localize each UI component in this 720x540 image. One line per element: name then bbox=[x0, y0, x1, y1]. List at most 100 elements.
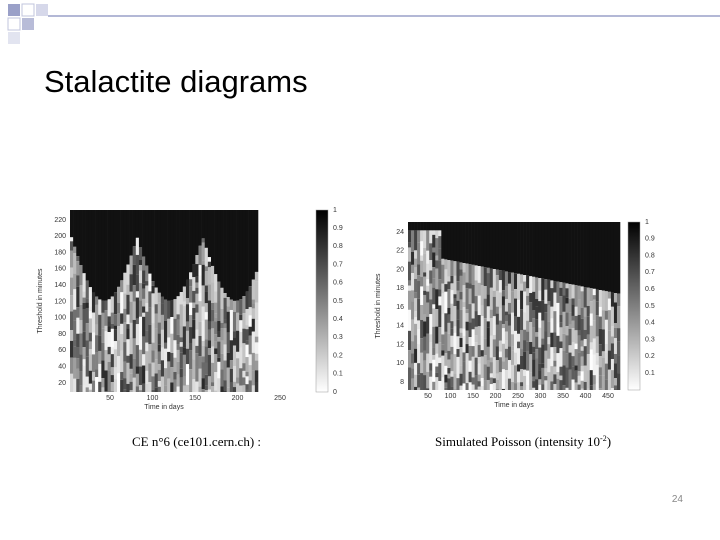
heatmap-cell bbox=[236, 377, 240, 384]
heatmap-cell bbox=[465, 263, 469, 283]
heatmap-cell bbox=[477, 295, 481, 316]
heatmap-cell bbox=[583, 307, 587, 317]
heatmap-cell bbox=[568, 324, 572, 329]
heatmap-cell bbox=[595, 301, 600, 316]
heatmap-cell bbox=[610, 326, 615, 337]
heatmap-cell bbox=[185, 384, 190, 392]
heatmap-cell bbox=[170, 317, 174, 334]
heatmap-cell bbox=[565, 353, 569, 368]
heatmap-cell bbox=[411, 273, 415, 291]
heatmap-cell bbox=[414, 386, 418, 390]
heatmap-cell bbox=[185, 210, 190, 280]
heatmap-cell bbox=[580, 356, 584, 366]
heatmap-cell bbox=[541, 384, 545, 390]
heatmap-cell bbox=[408, 290, 412, 310]
y-tick-label: 80 bbox=[58, 331, 66, 338]
heatmap-cell bbox=[429, 243, 433, 261]
heatmap-cell bbox=[223, 319, 227, 324]
heatmap-cell bbox=[526, 385, 530, 390]
heatmap-cell bbox=[538, 301, 542, 313]
heatmap-cell bbox=[160, 360, 165, 377]
heatmap-cell bbox=[245, 376, 249, 385]
heatmap-cell bbox=[474, 280, 478, 297]
heatmap-cell bbox=[73, 320, 77, 340]
heatmap-cell bbox=[598, 375, 603, 389]
heatmap-cell bbox=[117, 356, 121, 374]
heatmap-cell bbox=[164, 385, 168, 392]
heatmap-cell bbox=[411, 353, 415, 364]
heatmap-cell bbox=[245, 329, 249, 341]
heatmap-cell bbox=[129, 337, 133, 355]
heatmap-cell bbox=[538, 290, 542, 302]
heatmap-cell bbox=[583, 222, 587, 288]
heatmap-cell bbox=[217, 361, 221, 379]
heatmap-cell bbox=[179, 368, 184, 378]
heatmap-cell bbox=[135, 386, 140, 392]
heatmap-cell bbox=[254, 302, 259, 321]
heatmap-cell bbox=[207, 376, 212, 390]
heatmap-cell bbox=[214, 313, 218, 318]
heatmap-cell bbox=[517, 299, 521, 317]
heatmap-cell bbox=[523, 281, 527, 292]
heatmap-cell bbox=[70, 357, 74, 374]
heatmap-cell bbox=[616, 355, 621, 374]
heatmap-cell bbox=[544, 376, 548, 381]
heatmap-cell bbox=[157, 386, 162, 392]
colorbar-tick-label: 0.5 bbox=[333, 298, 343, 305]
heatmap-cell bbox=[465, 222, 469, 264]
heatmap-cell bbox=[535, 332, 539, 337]
heatmap-cell bbox=[447, 307, 451, 315]
heatmap-cell bbox=[107, 210, 112, 300]
heatmap-cell bbox=[447, 359, 451, 369]
heatmap-cell bbox=[517, 290, 521, 300]
heatmap-cell bbox=[459, 269, 463, 276]
heatmap-cell bbox=[577, 222, 581, 286]
heatmap-cell bbox=[565, 288, 569, 298]
heatmap-cell bbox=[160, 303, 165, 315]
heatmap-cell bbox=[538, 363, 542, 371]
heatmap-cell bbox=[529, 292, 533, 303]
heatmap-cell bbox=[453, 326, 457, 333]
heatmap-cell bbox=[245, 309, 249, 326]
heatmap-cell bbox=[232, 365, 237, 382]
heatmap-cell bbox=[195, 293, 199, 305]
heatmap-cell bbox=[598, 290, 603, 307]
heatmap-cell bbox=[201, 260, 206, 265]
heatmap-cell bbox=[432, 230, 436, 235]
heatmap-cell bbox=[604, 222, 609, 292]
heatmap-cell bbox=[95, 296, 99, 305]
heatmap-cell bbox=[550, 222, 554, 281]
heatmap-cell bbox=[145, 351, 149, 371]
heatmap-cell bbox=[223, 323, 227, 329]
y-tick-label: 12 bbox=[396, 341, 404, 348]
colorbar-tick-label: 0.8 bbox=[645, 252, 655, 259]
heatmap-cell bbox=[411, 222, 415, 231]
colorbar-tick-label: 0.8 bbox=[333, 243, 343, 250]
figure: 24 22 20 18 16 14 12 10 8 50 100 150 200 250 300 350 400… bbox=[375, 219, 655, 409]
heatmap-cell bbox=[82, 210, 86, 274]
heatmap-cell bbox=[245, 344, 249, 358]
heatmap-cell bbox=[447, 276, 451, 282]
heatmap-cell bbox=[583, 346, 587, 366]
heatmap-cell bbox=[126, 328, 130, 340]
heatmap-cell bbox=[126, 294, 130, 315]
colorbar-tick-label: 0.2 bbox=[645, 353, 655, 360]
heatmap-cell bbox=[157, 302, 162, 323]
heatmap-cell bbox=[232, 337, 237, 346]
heatmap-cell bbox=[559, 282, 563, 288]
heatmap-cell bbox=[480, 316, 485, 336]
heatmap-cell bbox=[98, 363, 102, 382]
heatmap-cell bbox=[444, 382, 448, 388]
heatmap-cell bbox=[483, 298, 488, 319]
heatmap-cell bbox=[167, 378, 171, 392]
heatmap-cell bbox=[483, 355, 488, 365]
heatmap-cell bbox=[432, 389, 436, 390]
heatmap-cell bbox=[223, 293, 227, 298]
y-tick-label: 22 bbox=[396, 248, 404, 255]
heatmap-cell bbox=[607, 310, 612, 331]
heatmap-cell bbox=[138, 384, 143, 391]
heatmap-cell bbox=[465, 313, 469, 322]
heatmap-cell bbox=[571, 222, 575, 285]
heatmap-cell bbox=[580, 365, 584, 372]
heatmap-cell bbox=[489, 377, 494, 385]
